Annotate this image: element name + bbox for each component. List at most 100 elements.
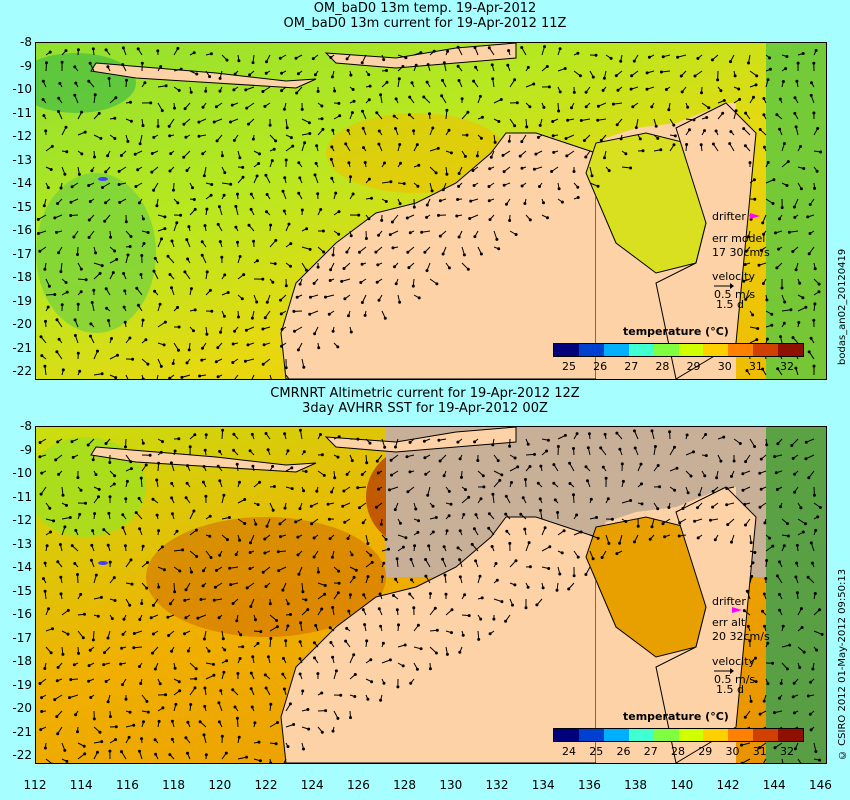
current-arrow-head: [713, 538, 717, 542]
current-arrow-head: [558, 572, 562, 576]
current-arrow-head: [88, 200, 92, 203]
current-arrow-head: [39, 492, 43, 496]
bottom-velocity-arrow: [714, 668, 734, 674]
current-arrow-head: [361, 126, 365, 130]
current-arrow-head: [78, 512, 82, 516]
current-arrow-head: [726, 523, 730, 527]
current-arrow-head: [624, 520, 628, 523]
current-arrow-head: [479, 252, 483, 256]
current-arrow-head: [360, 61, 364, 65]
current-arrow-head: [189, 287, 193, 291]
current-arrow-head: [766, 641, 770, 645]
current-arrow-head: [556, 445, 560, 448]
current-arrow-head: [216, 375, 220, 379]
current-arrow-head: [778, 97, 782, 101]
current-arrow-head: [97, 495, 100, 499]
current-arrow-head: [146, 362, 150, 366]
current-arrow-head: [280, 71, 284, 75]
current-arrow-head: [247, 223, 251, 227]
current-arrow-head: [177, 325, 181, 329]
current-arrow-head: [280, 327, 284, 331]
current-arrow-head: [69, 200, 73, 204]
current-arrow-head: [553, 498, 557, 502]
current-arrow-head: [266, 448, 270, 452]
current-arrow-head: [685, 143, 689, 146]
current-arrow-head: [192, 509, 196, 513]
current-arrow-head: [526, 442, 530, 446]
current-arrow-head: [202, 733, 206, 737]
current-arrow-head: [603, 432, 607, 436]
top-colorbar-tick: 30: [717, 360, 732, 373]
current-arrow-head: [184, 736, 188, 740]
current-arrow-head: [176, 305, 180, 309]
current-arrow-head: [703, 474, 707, 478]
top-colorbar-tick: 32: [780, 360, 794, 373]
current-arrow-head: [186, 720, 190, 724]
current-arrow-head: [87, 235, 91, 239]
current-arrow-head: [42, 204, 46, 208]
current-arrow: [763, 758, 767, 763]
current-arrow-head: [526, 585, 530, 589]
current-arrow-head: [120, 646, 124, 650]
current-arrow-head: [107, 76, 111, 80]
current-arrow-head: [201, 105, 205, 109]
current-arrow-head: [793, 215, 797, 219]
current-arrow-head: [246, 343, 250, 347]
bottom-colorbar-segment: [778, 729, 804, 741]
current-arrow-head: [149, 101, 153, 105]
current-arrow-head: [754, 680, 758, 684]
current-arrow-head: [76, 476, 80, 480]
current-arrow-head: [276, 721, 279, 724]
current-arrow-head: [181, 548, 185, 552]
current-arrow-head: [305, 227, 309, 231]
current-arrow-head: [251, 61, 255, 65]
current-arrow-head: [47, 284, 51, 288]
current-arrow-head: [90, 169, 94, 173]
current-arrow-head: [811, 667, 815, 671]
current-arrow-head: [167, 124, 171, 128]
current-arrow-head: [804, 440, 808, 444]
current-arrow-head: [631, 105, 635, 109]
current-arrow-head: [648, 537, 652, 541]
current-arrow-head: [341, 504, 345, 508]
current-arrow-head: [250, 316, 254, 320]
current-arrow-head: [249, 541, 252, 545]
current-arrow-head: [56, 202, 60, 205]
current-arrow-head: [491, 77, 495, 81]
current-arrow-head: [416, 623, 420, 627]
current-arrow-head: [90, 301, 94, 304]
current-arrow-head: [363, 313, 367, 317]
current-arrow-head: [240, 297, 244, 301]
current-arrow-head: [86, 443, 90, 447]
current-arrow-head: [47, 607, 50, 611]
current-arrow-head: [584, 465, 588, 469]
current-arrow-head: [472, 527, 476, 531]
current-arrow-head: [231, 602, 235, 605]
current-arrow-head: [465, 133, 469, 137]
current-arrow-head: [337, 101, 341, 105]
current-arrow-head: [238, 657, 242, 660]
current-arrow-head: [208, 75, 212, 79]
current-arrow-head: [186, 751, 189, 755]
x-tick: 126: [346, 778, 370, 792]
current-arrow-head: [231, 688, 235, 692]
current-arrow-head: [507, 49, 511, 53]
current-arrow-head: [87, 664, 91, 668]
current-arrow-head: [487, 46, 491, 50]
current-arrow-head: [73, 334, 77, 337]
current-arrow-head: [337, 581, 341, 585]
current-arrow-head: [63, 525, 67, 529]
current-arrow-head: [595, 516, 598, 519]
current-arrow-head: [329, 157, 333, 161]
current-arrow-head: [304, 598, 308, 602]
current-arrow-head: [645, 71, 649, 75]
current-arrow-head: [820, 632, 824, 636]
current-arrow-head: [778, 560, 781, 564]
current-arrow-head: [336, 591, 340, 595]
current-arrow-head: [200, 253, 204, 257]
current-arrow-head: [532, 82, 536, 86]
current-arrow-head: [765, 298, 769, 302]
current-arrow-head: [77, 651, 80, 655]
current-arrow-head: [198, 374, 202, 378]
current-arrow-head: [444, 592, 448, 596]
